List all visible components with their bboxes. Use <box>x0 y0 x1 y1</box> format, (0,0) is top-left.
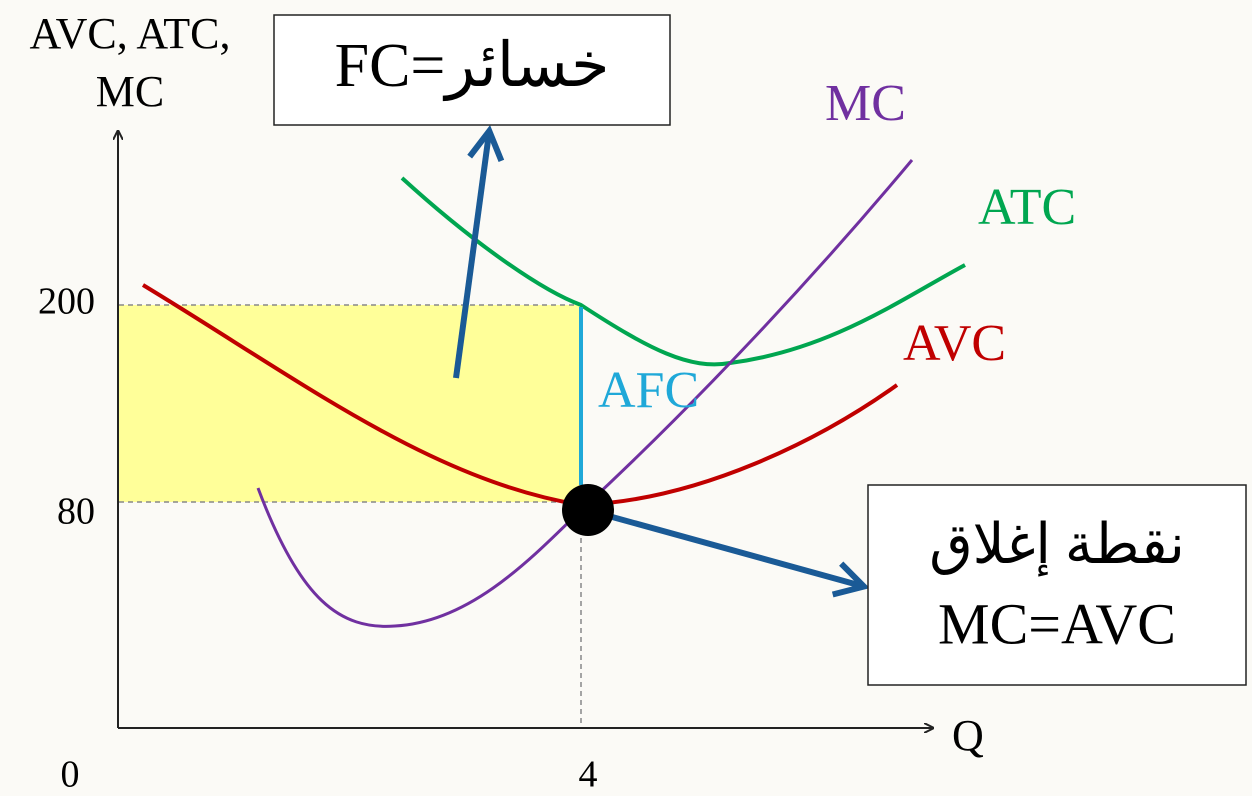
shutdown-title: نقطة إغلاق <box>929 514 1185 577</box>
loss-text: FC=خسائر <box>335 32 610 102</box>
shutdown-box <box>867 484 1247 686</box>
y-tick-label: 80 <box>57 491 95 533</box>
shutdown-condition: MC=AVC <box>938 591 1176 656</box>
y-tick-label: 200 <box>38 281 95 323</box>
avc-label: AVC <box>903 315 1006 372</box>
shutdown-point <box>562 484 614 536</box>
atc-label: ATC <box>978 179 1076 236</box>
arrow <box>453 125 505 379</box>
x-tick-label: 0 <box>61 754 80 796</box>
arrow <box>604 512 870 598</box>
y-axis-label: AVC, ATC, <box>30 9 231 58</box>
mc-curve <box>256 159 914 628</box>
y-axis-label: MC <box>96 67 164 116</box>
loss-area <box>119 305 581 502</box>
afc-label: AFC <box>598 362 699 419</box>
atc-curve <box>400 176 966 367</box>
x-axis-label: Q <box>952 711 984 760</box>
avc-curve <box>141 283 899 508</box>
mc-label: MC <box>825 75 906 132</box>
loss-box <box>273 14 671 126</box>
x-tick-label: 4 <box>579 754 598 796</box>
